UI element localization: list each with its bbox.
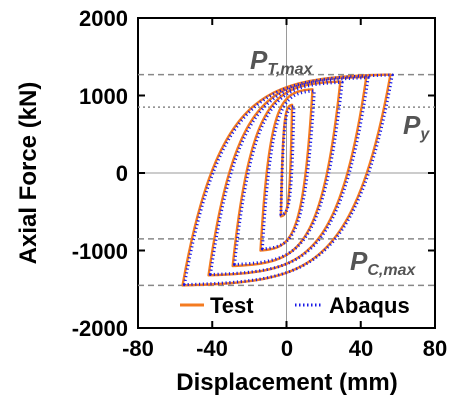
series-abaqus-loop-2 (233, 80, 344, 266)
annotation-p-t-max: PT,max (250, 45, 314, 78)
x-tick-label-40: 40 (349, 336, 373, 361)
x-tick-label-0: 0 (281, 336, 293, 361)
series-abaqus (182, 73, 394, 287)
series-group (181, 73, 394, 287)
series-abaqus-loop-3 (208, 76, 370, 277)
annotation-p-c-max-sub: C,max (367, 262, 416, 279)
tick-marks (137, 17, 436, 329)
x-axis-title: Displacement (mm) (176, 369, 397, 396)
annotation-p-c-max-main: P (350, 246, 368, 276)
legend-label-test: Test (210, 293, 254, 318)
y-tick-label-neg2000: -2000 (72, 316, 128, 341)
x-tick-label-80: 80 (423, 336, 447, 361)
annotation-p-y-sub: y (419, 126, 430, 143)
series-abaqus-loop-0 (279, 104, 296, 217)
annotation-p-t-max-sub: T,max (267, 61, 313, 78)
annotation-p-t-max-main: P (250, 45, 268, 75)
annotation-p-y-main: P (403, 110, 421, 140)
y-tick-label-1000: 1000 (79, 84, 128, 109)
y-tick-label-2000: 2000 (79, 6, 128, 31)
x-tick-label-neg80: -80 (122, 336, 154, 361)
y-axis-title: Axial Force (kN) (15, 82, 42, 265)
series-abaqus-loop-4 (182, 73, 394, 287)
x-tick-label-neg40: -40 (196, 336, 228, 361)
y-tick-label-0: 0 (116, 161, 128, 186)
series-test-loop-4 (181, 73, 392, 287)
annotation-p-c-max: PC,max (350, 246, 416, 279)
legend: Test Abaqus (180, 293, 410, 318)
annotation-p-y: Py (403, 110, 430, 143)
legend-label-abaqus: Abaqus (329, 293, 410, 318)
y-tick-label-neg1000: -1000 (72, 239, 128, 264)
